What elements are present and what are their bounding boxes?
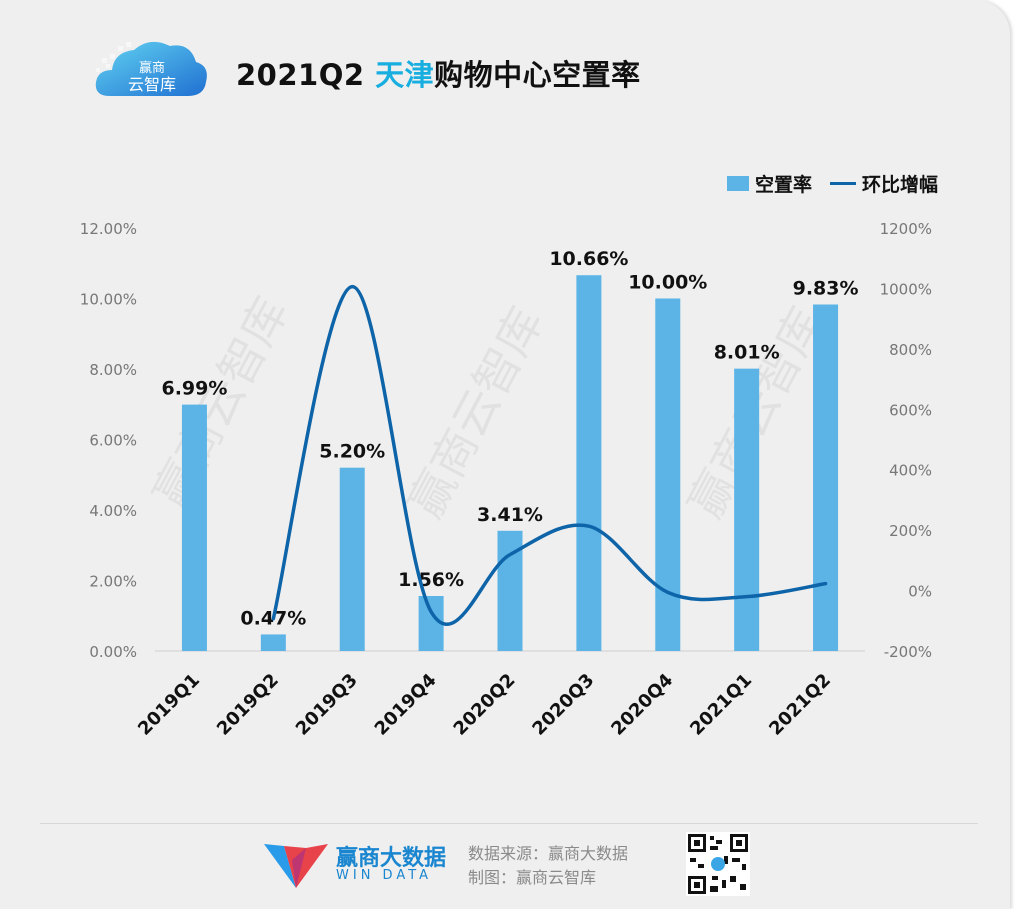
bar-data-label: 6.99% [161,378,227,400]
growth-rate-line [271,284,828,626]
bar [339,467,365,651]
legend-bar-label: 空置率 [754,174,812,196]
y-left-tick-label: 8.00% [89,361,137,379]
windata-logo-icon [264,844,328,888]
y-right-tick-label: -200% [884,643,932,661]
y-left-tick-label: 10.00% [80,291,137,309]
brand-name-cn: 赢商大数据 [336,846,447,871]
x-tick-label: 2019Q4 [371,670,441,740]
x-tick-label: 2020Q3 [528,670,598,740]
y-left-tick-label: 0.00% [89,643,137,661]
legend-line-label: 环比增幅 [861,174,938,196]
bar-data-label: 8.01% [714,342,780,364]
y-right-tick-label: 600% [889,401,932,419]
x-tick-label: 2019Q1 [134,670,204,740]
qr-code-icon [686,832,750,896]
legend-line-swatch [829,182,856,185]
title-highlight: 天津 [375,58,435,92]
x-tick-label: 2019Q3 [292,670,362,740]
bar [734,368,760,651]
watermark-text: 赢商云智库 [143,288,299,516]
bar [813,304,839,651]
y-right-tick-label: 1000% [880,280,932,298]
bar-data-label: 10.00% [628,272,707,294]
legend-bar-swatch [726,176,749,191]
bar [655,298,681,651]
y-right-tick-label: 400% [889,462,932,480]
bar-data-label: 1.56% [398,569,464,591]
chart-legend: 空置率 环比增幅 [726,170,938,197]
y-right-tick-label: 1200% [880,220,932,238]
logo-text-bottom: 云智库 [128,75,176,94]
bar [181,404,207,651]
footer-divider [40,823,978,824]
y-left-tick-label: 4.00% [89,502,137,520]
y-left-tick-label: 2.00% [89,573,137,591]
cloud-logo-icon: 赢商 云智库 [95,41,207,96]
x-tick-label: 2021Q1 [686,670,756,740]
bar [576,275,602,651]
bar-data-label: 10.66% [549,248,628,270]
y-left-tick-label: 6.00% [89,432,137,450]
y-right-tick-label: 0% [908,583,932,601]
bar-data-label: 5.20% [319,441,385,463]
source-line: 数据来源：赢商大数据 [468,844,629,863]
y-right-tick-label: 800% [889,341,932,359]
logo-text-top: 赢商 [139,60,165,76]
page-title: 2021Q2 天津购物中心空置率 [236,52,641,96]
made-by-line: 制图：赢商云智库 [468,868,597,887]
x-tick-label: 2019Q2 [213,670,283,740]
brand-name-en: WIN DATA [336,868,433,883]
bar [260,634,286,651]
bar-data-label: 9.83% [793,277,859,299]
y-right-tick-label: 200% [889,522,932,540]
x-tick-label: 2021Q2 [765,670,835,740]
bar-data-label: 3.41% [477,504,543,526]
watermark-text: 赢商云智库 [398,298,554,526]
combo-chart: 赢商云智库赢商云智库赢商云智库0.00%2.00%4.00%6.00%8.00%… [80,220,932,740]
x-tick-label: 2020Q4 [607,670,677,740]
y-left-tick-label: 12.00% [80,220,137,238]
x-tick-label: 2020Q2 [450,670,520,740]
title-prefix: 2021Q2 [236,58,365,92]
title-suffix: 购物中心空置率 [434,58,641,92]
source-note: 数据来源：赢商大数据 制图：赢商云智库 [468,842,628,890]
